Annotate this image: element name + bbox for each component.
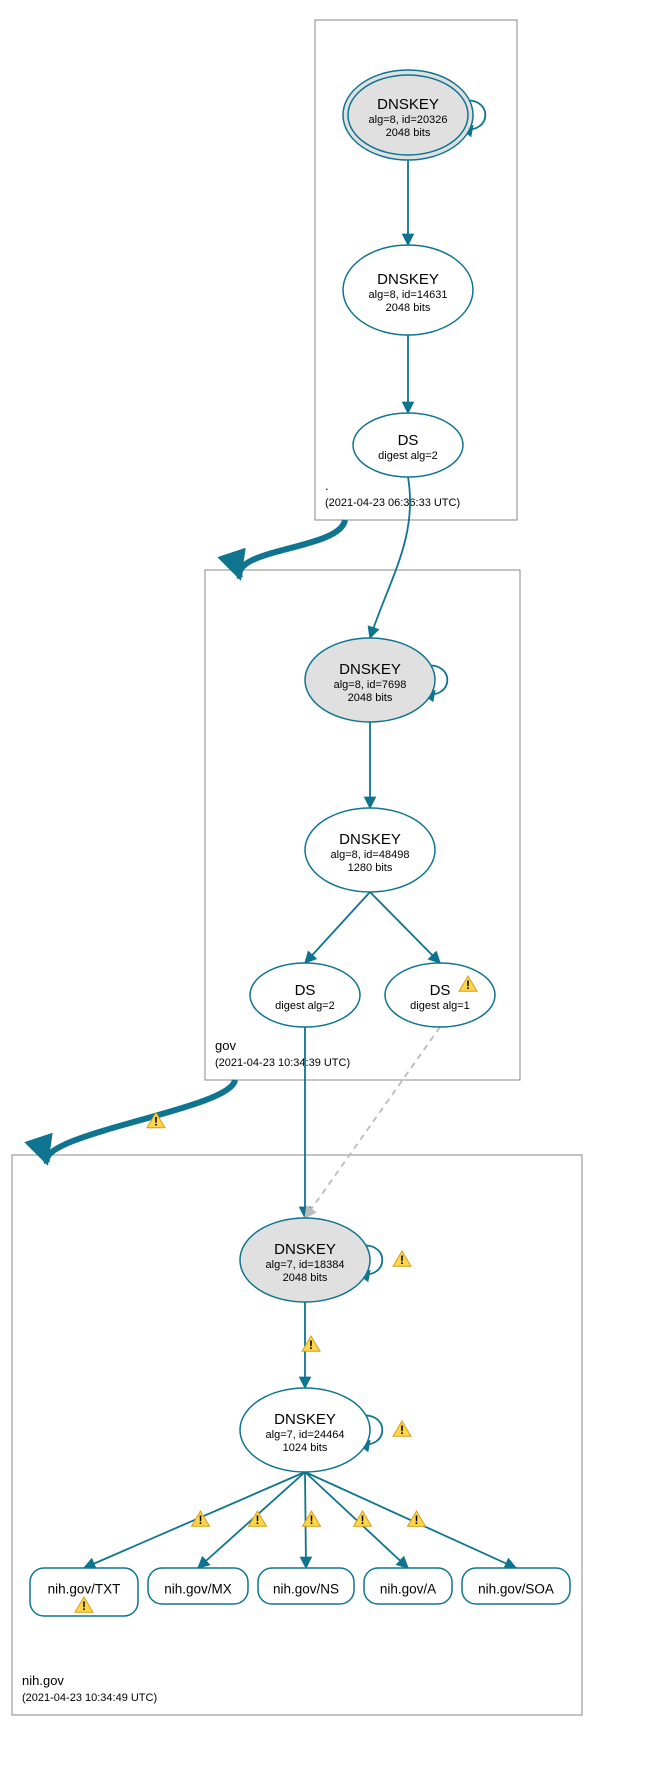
svg-text:2048 bits: 2048 bits [386,302,431,314]
svg-text:DS: DS [295,982,316,999]
svg-text:(2021-04-23 10:34:39 UTC): (2021-04-23 10:34:39 UTC) [215,1057,350,1069]
svg-text:!: ! [400,1253,404,1267]
svg-text:nih.gov: nih.gov [22,1673,64,1688]
node-nih_ksk: DNSKEYalg=7, id=183842048 bits [240,1218,370,1302]
svg-text:DNSKEY: DNSKEY [274,1411,336,1428]
svg-text:alg=7, id=18384: alg=7, id=18384 [266,1259,345,1271]
svg-text:DS: DS [430,982,451,999]
svg-text:(2021-04-23 10:34:49 UTC): (2021-04-23 10:34:49 UTC) [22,1692,157,1704]
svg-text:2048 bits: 2048 bits [386,127,431,139]
svg-text:digest alg=1: digest alg=1 [410,1000,470,1012]
svg-text:gov: gov [215,1038,236,1053]
svg-text:1024 bits: 1024 bits [283,1442,328,1454]
svg-text:DNSKEY: DNSKEY [339,831,401,848]
node-gov_ds1: DSdigest alg=2 [250,963,360,1027]
svg-text:nih.gov/MX: nih.gov/MX [164,1582,232,1597]
node-rr_ns: nih.gov/NS [258,1568,354,1604]
node-gov_zsk: DNSKEYalg=8, id=484981280 bits [305,808,435,892]
svg-text:DNSKEY: DNSKEY [339,661,401,678]
node-rr_txt: nih.gov/TXT! [30,1568,138,1616]
svg-text:!: ! [256,1513,260,1527]
svg-text:digest alg=2: digest alg=2 [378,450,438,462]
node-rr_soa: nih.gov/SOA [462,1568,570,1604]
svg-text:(2021-04-23 06:36:33 UTC): (2021-04-23 06:36:33 UTC) [325,497,460,509]
svg-text:.: . [325,478,329,493]
svg-text:!: ! [82,1599,86,1613]
svg-text:nih.gov/SOA: nih.gov/SOA [478,1582,554,1597]
svg-text:DNSKEY: DNSKEY [274,1241,336,1258]
node-gov_ksk: DNSKEYalg=8, id=76982048 bits [305,638,435,722]
svg-text:alg=8, id=20326: alg=8, id=20326 [369,114,448,126]
node-rr_a: nih.gov/A [364,1568,452,1604]
svg-text:1280 bits: 1280 bits [348,862,393,874]
svg-text:2048 bits: 2048 bits [283,1272,328,1284]
svg-text:!: ! [466,978,470,992]
node-root_zsk: DNSKEYalg=8, id=146312048 bits [343,245,473,335]
svg-text:!: ! [400,1423,404,1437]
svg-text:!: ! [415,1513,419,1527]
node-rr_mx: nih.gov/MX [148,1568,248,1604]
svg-text:!: ! [199,1513,203,1527]
svg-text:2048 bits: 2048 bits [348,692,393,704]
svg-text:nih.gov/NS: nih.gov/NS [273,1582,339,1597]
node-gov_ds2: DSdigest alg=1! [385,963,495,1027]
node-nih_zsk: DNSKEYalg=7, id=244641024 bits [240,1388,370,1472]
svg-text:DNSKEY: DNSKEY [377,96,439,113]
svg-text:!: ! [309,1338,313,1352]
svg-text:DS: DS [398,432,419,449]
node-root_ksk: DNSKEYalg=8, id=203262048 bits [343,70,473,160]
svg-text:nih.gov/TXT: nih.gov/TXT [48,1582,121,1597]
svg-text:alg=7, id=24464: alg=7, id=24464 [266,1429,345,1441]
svg-text:!: ! [361,1513,365,1527]
svg-text:!: ! [154,1115,158,1129]
svg-text:alg=8, id=48498: alg=8, id=48498 [331,849,410,861]
dnssec-diagram: . (2021-04-23 06:36:33 UTC) gov (2021-04-23… [0,0,672,1782]
svg-text:!: ! [310,1513,314,1527]
svg-text:DNSKEY: DNSKEY [377,271,439,288]
svg-text:digest alg=2: digest alg=2 [275,1000,335,1012]
svg-text:nih.gov/A: nih.gov/A [380,1582,436,1597]
svg-text:alg=8, id=14631: alg=8, id=14631 [369,289,448,301]
svg-text:alg=8, id=7698: alg=8, id=7698 [334,679,407,691]
node-root_ds: DSdigest alg=2 [353,413,463,477]
